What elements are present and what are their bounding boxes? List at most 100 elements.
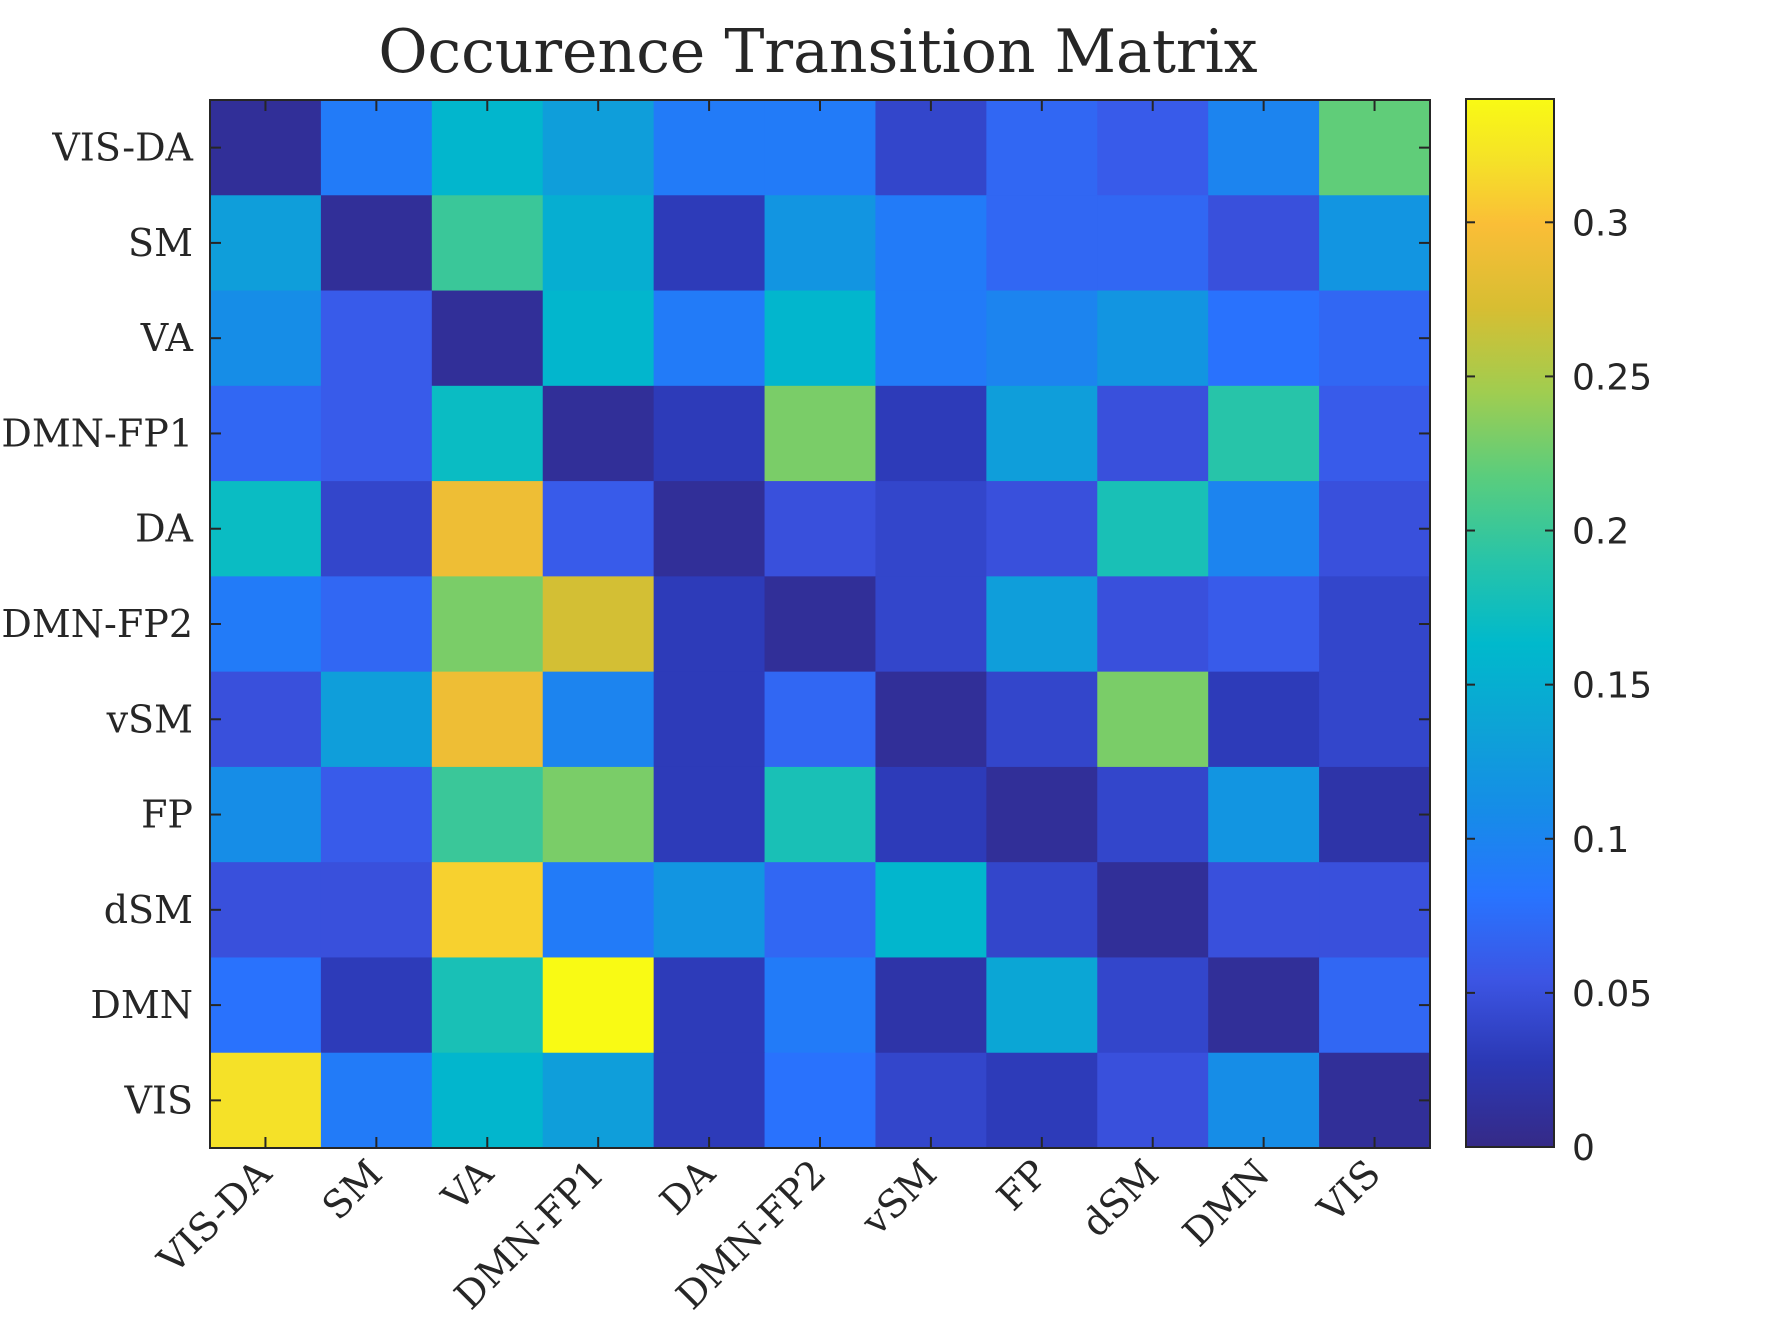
heatmap-cell bbox=[1208, 671, 1320, 768]
heatmap-cell bbox=[764, 957, 877, 1054]
heatmap-cell bbox=[320, 481, 433, 577]
row-label: VA bbox=[140, 316, 194, 360]
heatmap-cell bbox=[986, 385, 1098, 482]
heatmap-cell bbox=[1319, 481, 1431, 577]
heatmap-cell bbox=[1208, 100, 1320, 196]
heatmap-cell bbox=[653, 576, 766, 673]
heatmap-cell bbox=[1319, 195, 1431, 292]
heatmap-cell bbox=[210, 576, 322, 673]
heatmap-cell bbox=[1319, 862, 1431, 959]
col-label: dSM bbox=[1073, 1151, 1167, 1245]
heatmap-cell bbox=[1097, 195, 1209, 292]
heatmap-cell bbox=[653, 766, 766, 863]
heatmap-cell bbox=[875, 1052, 987, 1149]
heatmap-cell bbox=[542, 1052, 655, 1149]
colorbar-gradient bbox=[1465, 98, 1555, 1148]
row-label: vSM bbox=[106, 697, 193, 741]
heatmap-cell bbox=[1208, 290, 1320, 387]
heatmap-cell bbox=[542, 385, 655, 482]
heatmap-cell bbox=[431, 957, 544, 1054]
heatmap-cell bbox=[1208, 957, 1320, 1054]
col-label: VA bbox=[433, 1151, 502, 1220]
heatmap-cell bbox=[986, 576, 1098, 673]
heatmap-cell bbox=[320, 671, 433, 768]
heatmap-cell bbox=[320, 385, 433, 482]
heatmap-cell bbox=[210, 1052, 322, 1149]
heatmap-cell bbox=[431, 671, 544, 768]
plot-axes bbox=[209, 99, 1431, 1149]
heatmap-cell bbox=[1097, 766, 1209, 863]
heatmap-cell bbox=[1208, 1052, 1320, 1149]
heatmap-cell bbox=[1319, 576, 1431, 673]
heatmap-cell bbox=[875, 576, 987, 673]
col-label: FP bbox=[988, 1151, 1056, 1219]
heatmap-cell bbox=[431, 385, 544, 482]
heatmap-cell bbox=[875, 671, 987, 768]
heatmap-cell bbox=[431, 290, 544, 387]
heatmap-cell bbox=[210, 957, 322, 1054]
heatmap-cell bbox=[1097, 100, 1209, 196]
heatmap-cell bbox=[875, 862, 987, 959]
heatmap-cell bbox=[542, 481, 655, 577]
heatmap-cell bbox=[986, 290, 1098, 387]
heatmap-cell bbox=[431, 862, 544, 959]
heatmap-cell bbox=[764, 290, 877, 387]
heatmap-cell bbox=[653, 385, 766, 482]
heatmap-cell bbox=[210, 862, 322, 959]
heatmap-cell bbox=[764, 862, 877, 959]
heatmap-cell bbox=[1319, 766, 1431, 863]
heatmap-cell bbox=[875, 481, 987, 577]
heatmap-cell bbox=[764, 576, 877, 673]
row-label: DA bbox=[135, 507, 193, 551]
heatmap-cell bbox=[1319, 100, 1431, 196]
heatmap-cell bbox=[1319, 671, 1431, 768]
heatmap-cell bbox=[1097, 385, 1209, 482]
heatmap-cell bbox=[875, 290, 987, 387]
heatmap-cell bbox=[653, 195, 766, 292]
heatmap-cell bbox=[875, 385, 987, 482]
heatmap-cell bbox=[1208, 576, 1320, 673]
heatmap-cells bbox=[210, 100, 1431, 1149]
heatmap-cell bbox=[986, 766, 1098, 863]
heatmap-cell bbox=[320, 862, 433, 959]
heatmap-cell bbox=[986, 862, 1098, 959]
heatmap-cell bbox=[1319, 957, 1431, 1054]
heatmap-cell bbox=[1097, 1052, 1209, 1149]
heatmap-cell bbox=[875, 195, 987, 292]
colorbar: 0 0.05 0.1 0.15 0.2 0.25 0.3 bbox=[1465, 98, 1652, 1169]
heatmap-cell bbox=[320, 957, 433, 1054]
heatmap-cell bbox=[1319, 385, 1431, 482]
heatmap-cell bbox=[1097, 290, 1209, 387]
heatmap-cell bbox=[986, 957, 1098, 1054]
heatmap-cell bbox=[875, 100, 987, 196]
row-label: SM bbox=[128, 221, 193, 265]
heatmap-cell bbox=[542, 100, 655, 196]
heatmap-cell bbox=[542, 195, 655, 292]
heatmap-cell bbox=[875, 766, 987, 863]
colorbar-tick-label: 0.1 bbox=[1572, 820, 1629, 861]
heatmap-cell bbox=[210, 481, 322, 577]
heatmap-cell bbox=[542, 671, 655, 768]
colorbar-tick-label: 0 bbox=[1572, 1128, 1595, 1169]
heatmap-cell bbox=[210, 385, 322, 482]
heatmap-cell bbox=[653, 957, 766, 1054]
heatmap-cell bbox=[1097, 957, 1209, 1054]
heatmap-cell bbox=[653, 862, 766, 959]
heatmap-cell bbox=[986, 1052, 1098, 1149]
heatmap-cell bbox=[653, 100, 766, 196]
heatmap-cell bbox=[542, 766, 655, 863]
heatmap-cell bbox=[431, 766, 544, 863]
col-label: vSM bbox=[852, 1151, 945, 1244]
heatmap-cell bbox=[320, 195, 433, 292]
heatmap-cell bbox=[431, 481, 544, 577]
heatmap-cell bbox=[653, 1052, 766, 1149]
heatmap-cell bbox=[764, 671, 877, 768]
heatmap-cell bbox=[320, 290, 433, 387]
colorbar-tick-label: 0.05 bbox=[1572, 974, 1652, 1015]
heatmap-cell bbox=[764, 1052, 877, 1149]
heatmap-cell bbox=[320, 100, 433, 196]
colorbar-tick-label: 0.25 bbox=[1572, 357, 1652, 398]
heatmap-cell bbox=[764, 481, 877, 577]
